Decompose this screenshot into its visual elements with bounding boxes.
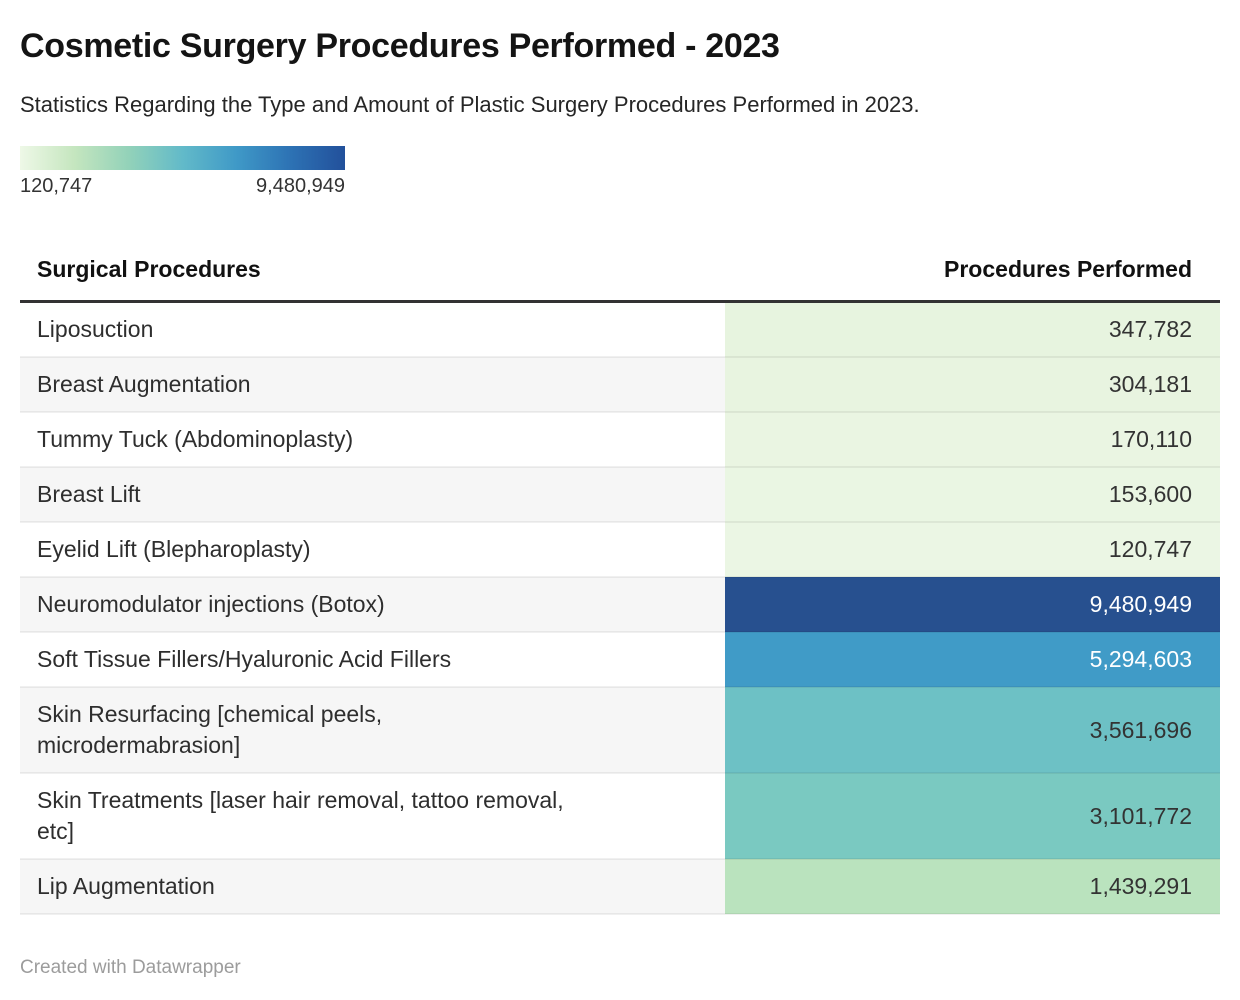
procedure-value-cell: 347,782: [725, 301, 1220, 358]
procedure-name-cell: Liposuction: [20, 301, 725, 358]
page-title: Cosmetic Surgery Procedures Performed - …: [20, 27, 780, 65]
page-subtitle: Statistics Regarding the Type and Amount…: [20, 92, 920, 117]
procedure-value-cell: 153,600: [725, 467, 1220, 523]
procedure-name-cell: Eyelid Lift (Blepharoplasty): [20, 522, 725, 578]
procedure-name-cell: Skin Treatments [laser hair removal, tat…: [20, 773, 725, 860]
table-row: Skin Treatments [laser hair removal, tat…: [20, 773, 1220, 860]
table-row: Soft Tissue Fillers/Hyaluronic Acid Fill…: [20, 632, 1220, 688]
table-row: Lip Augmentation 1,439,291: [20, 859, 1220, 915]
table-row: Eyelid Lift (Blepharoplasty) 120,747: [20, 522, 1220, 578]
color-gradient-bar: [20, 146, 345, 170]
procedure-value-cell: 3,561,696: [725, 687, 1220, 774]
procedure-value-cell: 3,101,772: [725, 773, 1220, 860]
procedures-table: Surgical Procedures Procedures Performed…: [20, 250, 1220, 915]
column-header-surgical-procedures: Surgical Procedures: [20, 250, 725, 303]
procedure-name-cell: Skin Resurfacing [chemical peels, microd…: [20, 687, 725, 774]
procedure-value-cell: 1,439,291: [725, 859, 1220, 915]
table-row: Skin Resurfacing [chemical peels, microd…: [20, 687, 1220, 774]
procedure-name-cell: Tummy Tuck (Abdominoplasty): [20, 412, 725, 468]
procedure-value-cell: 9,480,949: [725, 577, 1220, 633]
legend-labels: 120,747 9,480,949: [20, 175, 345, 198]
procedure-value-cell: 304,181: [725, 357, 1220, 413]
procedure-name-cell: Soft Tissue Fillers/Hyaluronic Acid Fill…: [20, 632, 725, 688]
table-row: Breast Augmentation 304,181: [20, 357, 1220, 413]
legend-min-label: 120,747: [20, 175, 93, 197]
procedure-value-cell: 120,747: [725, 522, 1220, 578]
table-row: Breast Lift 153,600: [20, 467, 1220, 523]
procedure-value-cell: 5,294,603: [725, 632, 1220, 688]
procedure-name-cell: Lip Augmentation: [20, 859, 725, 915]
legend-max-label: 9,480,949: [256, 175, 345, 197]
table-row: Tummy Tuck (Abdominoplasty) 170,110: [20, 412, 1220, 468]
table-row: Neuromodulator injections (Botox) 9,480,9…: [20, 577, 1220, 633]
footer-credit-link[interactable]: Created with Datawrapper: [20, 957, 241, 978]
column-header-procedures-performed: Procedures Performed: [725, 250, 1220, 303]
procedure-name-cell: Breast Lift: [20, 467, 725, 523]
table-row: Liposuction 347,782: [20, 301, 1220, 358]
table-body: Liposuction 347,782 Breast Augmentation 304…: [20, 301, 1220, 915]
color-scale-legend: 120,747 9,480,949: [20, 146, 345, 198]
procedure-value-cell: 170,110: [725, 412, 1220, 468]
table-header: Surgical Procedures Procedures Performed: [20, 250, 1220, 303]
procedure-name-cell: Breast Augmentation: [20, 357, 725, 413]
procedure-name-cell: Neuromodulator injections (Botox): [20, 577, 725, 633]
